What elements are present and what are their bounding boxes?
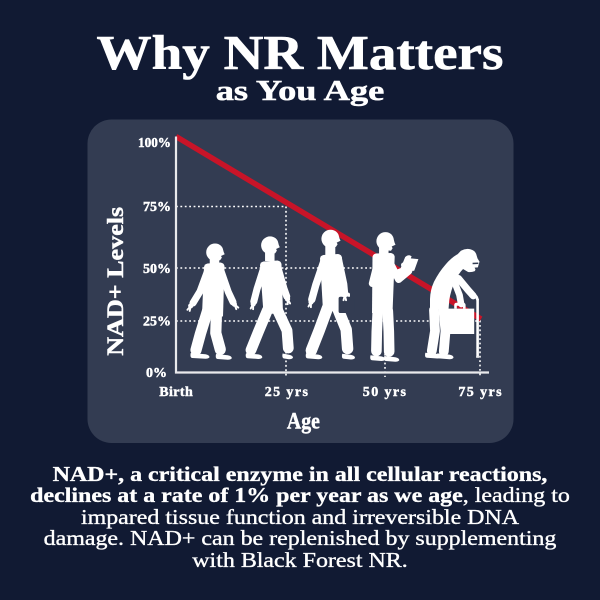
svg-text:Age: Age [287,409,320,435]
svg-text:100%: 100% [138,136,171,151]
svg-text:50%: 50% [143,262,171,277]
svg-text:75%: 75% [143,200,171,215]
svg-text:25%: 25% [143,315,171,330]
svg-text:0%: 0% [146,366,167,381]
svg-text:Birth: Birth [159,385,193,400]
svg-text:25 yrs: 25 yrs [265,385,309,400]
svg-text:NAD+ Levels: NAD+ Levels [103,207,129,356]
svg-text:50 yrs: 50 yrs [363,385,407,400]
svg-text:75 yrs: 75 yrs [458,385,502,400]
